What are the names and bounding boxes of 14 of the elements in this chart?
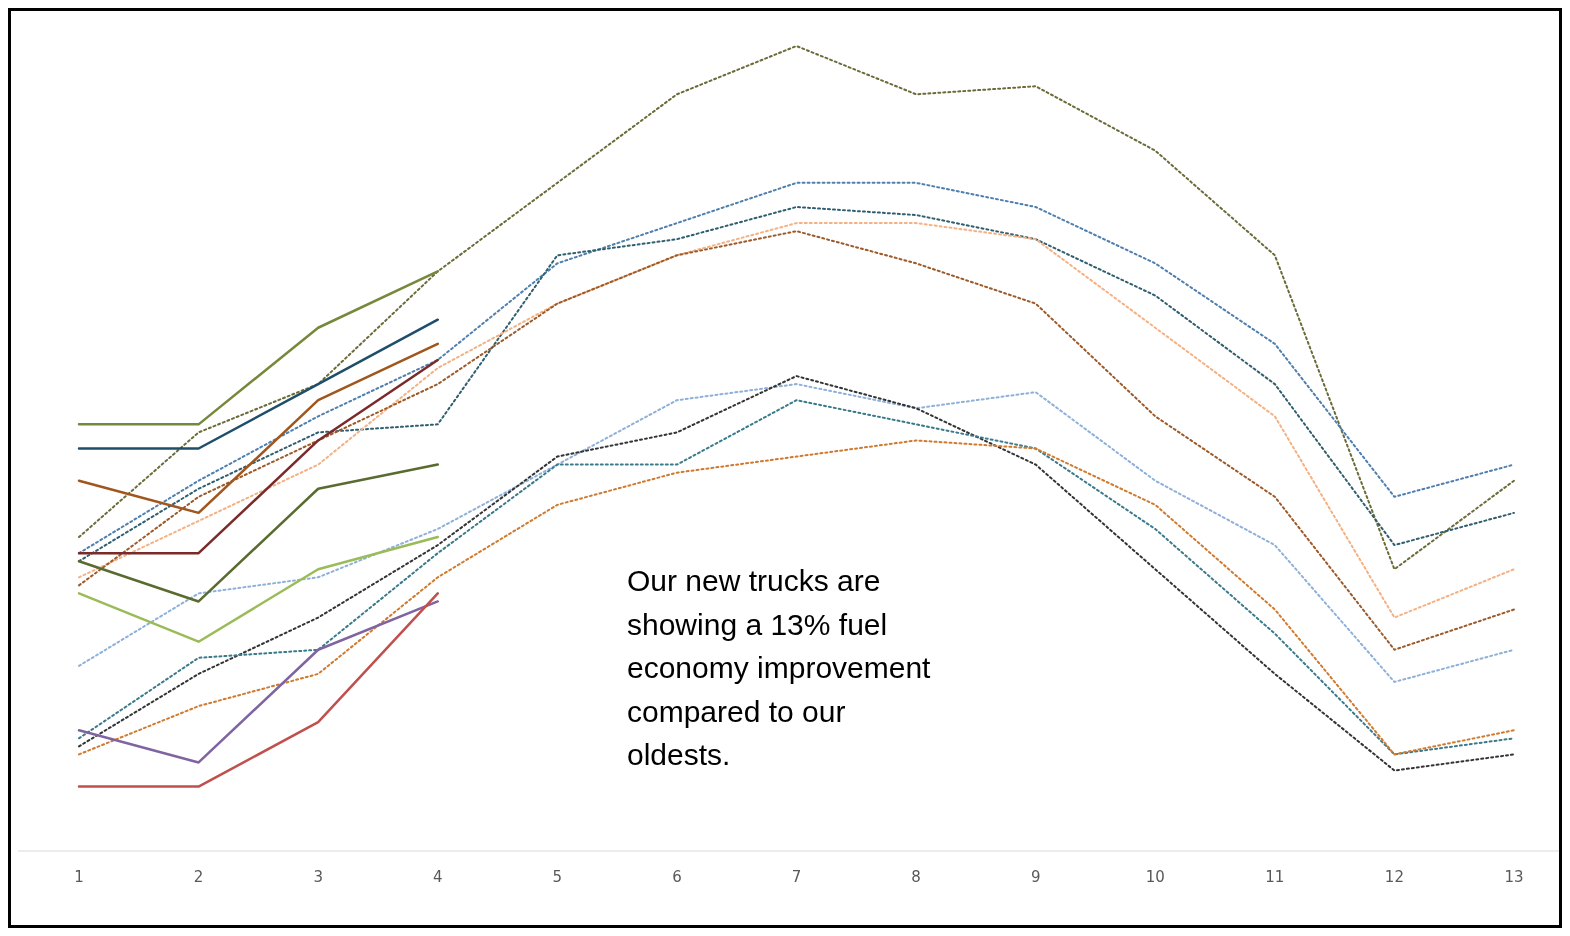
x-tick-label: 13 (1504, 868, 1524, 886)
x-tick-label: 12 (1384, 868, 1404, 886)
x-tick-label: 2 (193, 868, 204, 886)
x-tick-label: 10 (1145, 868, 1165, 886)
x-tick-label: 7 (791, 868, 802, 886)
x-tick-label: 9 (1030, 868, 1041, 886)
x-tick-label: 11 (1265, 868, 1285, 886)
x-tick-label: 3 (313, 868, 323, 886)
annotation: Our new trucks are showing a 13% fuel economy improvement compared to our oldests. (627, 564, 932, 771)
x-tick-label: 6 (672, 868, 682, 886)
x-tick-label: 5 (552, 868, 563, 886)
x-tick-label: 1 (74, 868, 84, 886)
x-tick-label: 8 (911, 868, 921, 886)
x-tick-label: 4 (432, 868, 443, 886)
